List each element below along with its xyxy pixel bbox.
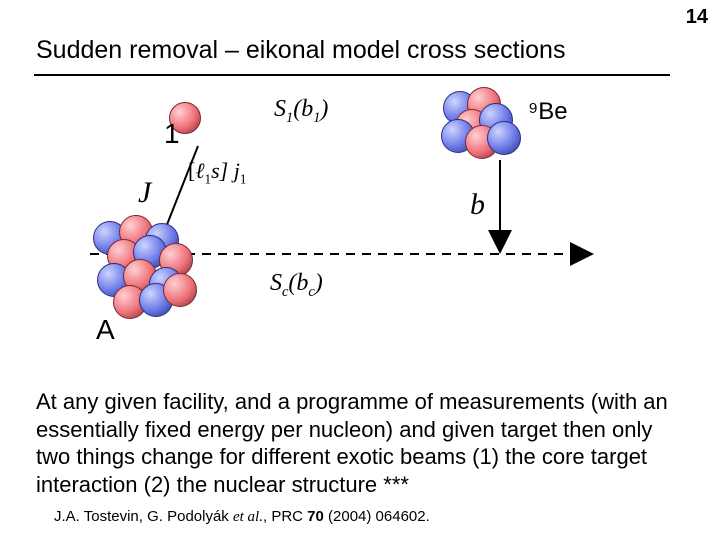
label-target: ⁹Be [528, 98, 568, 126]
label-A: A [96, 314, 115, 346]
label-coupling: [ℓ1s] j1 [188, 158, 246, 187]
citation-suffix: (2004) 064602. [324, 508, 430, 525]
title-rule [34, 74, 670, 76]
label-one: 1 [164, 118, 180, 150]
body-text: At any given facility, and a programme o… [36, 388, 686, 498]
label-S1: S1(b1) [274, 96, 328, 127]
page-number: 14 [686, 6, 708, 29]
proton-icon [163, 273, 197, 307]
citation-vol: 70 [307, 508, 324, 525]
citation-etal: et al. [233, 509, 263, 525]
citation-prefix: J.A. Tostevin, G. Podolyák [54, 508, 233, 525]
label-Sc: Sc(bc) [270, 270, 323, 301]
neutron-icon [487, 121, 521, 155]
diagram-area: 1 A ⁹Be b J S1(b1) Sc(bc) [ℓ1s] j1 [80, 90, 600, 370]
label-b: b [470, 188, 485, 222]
slide-title: Sudden removal – eikonal model cross sec… [36, 36, 565, 65]
label-J: J [138, 176, 151, 210]
citation: J.A. Tostevin, G. Podolyák et al., PRC 7… [54, 508, 430, 526]
citation-mid: , PRC [263, 508, 307, 525]
